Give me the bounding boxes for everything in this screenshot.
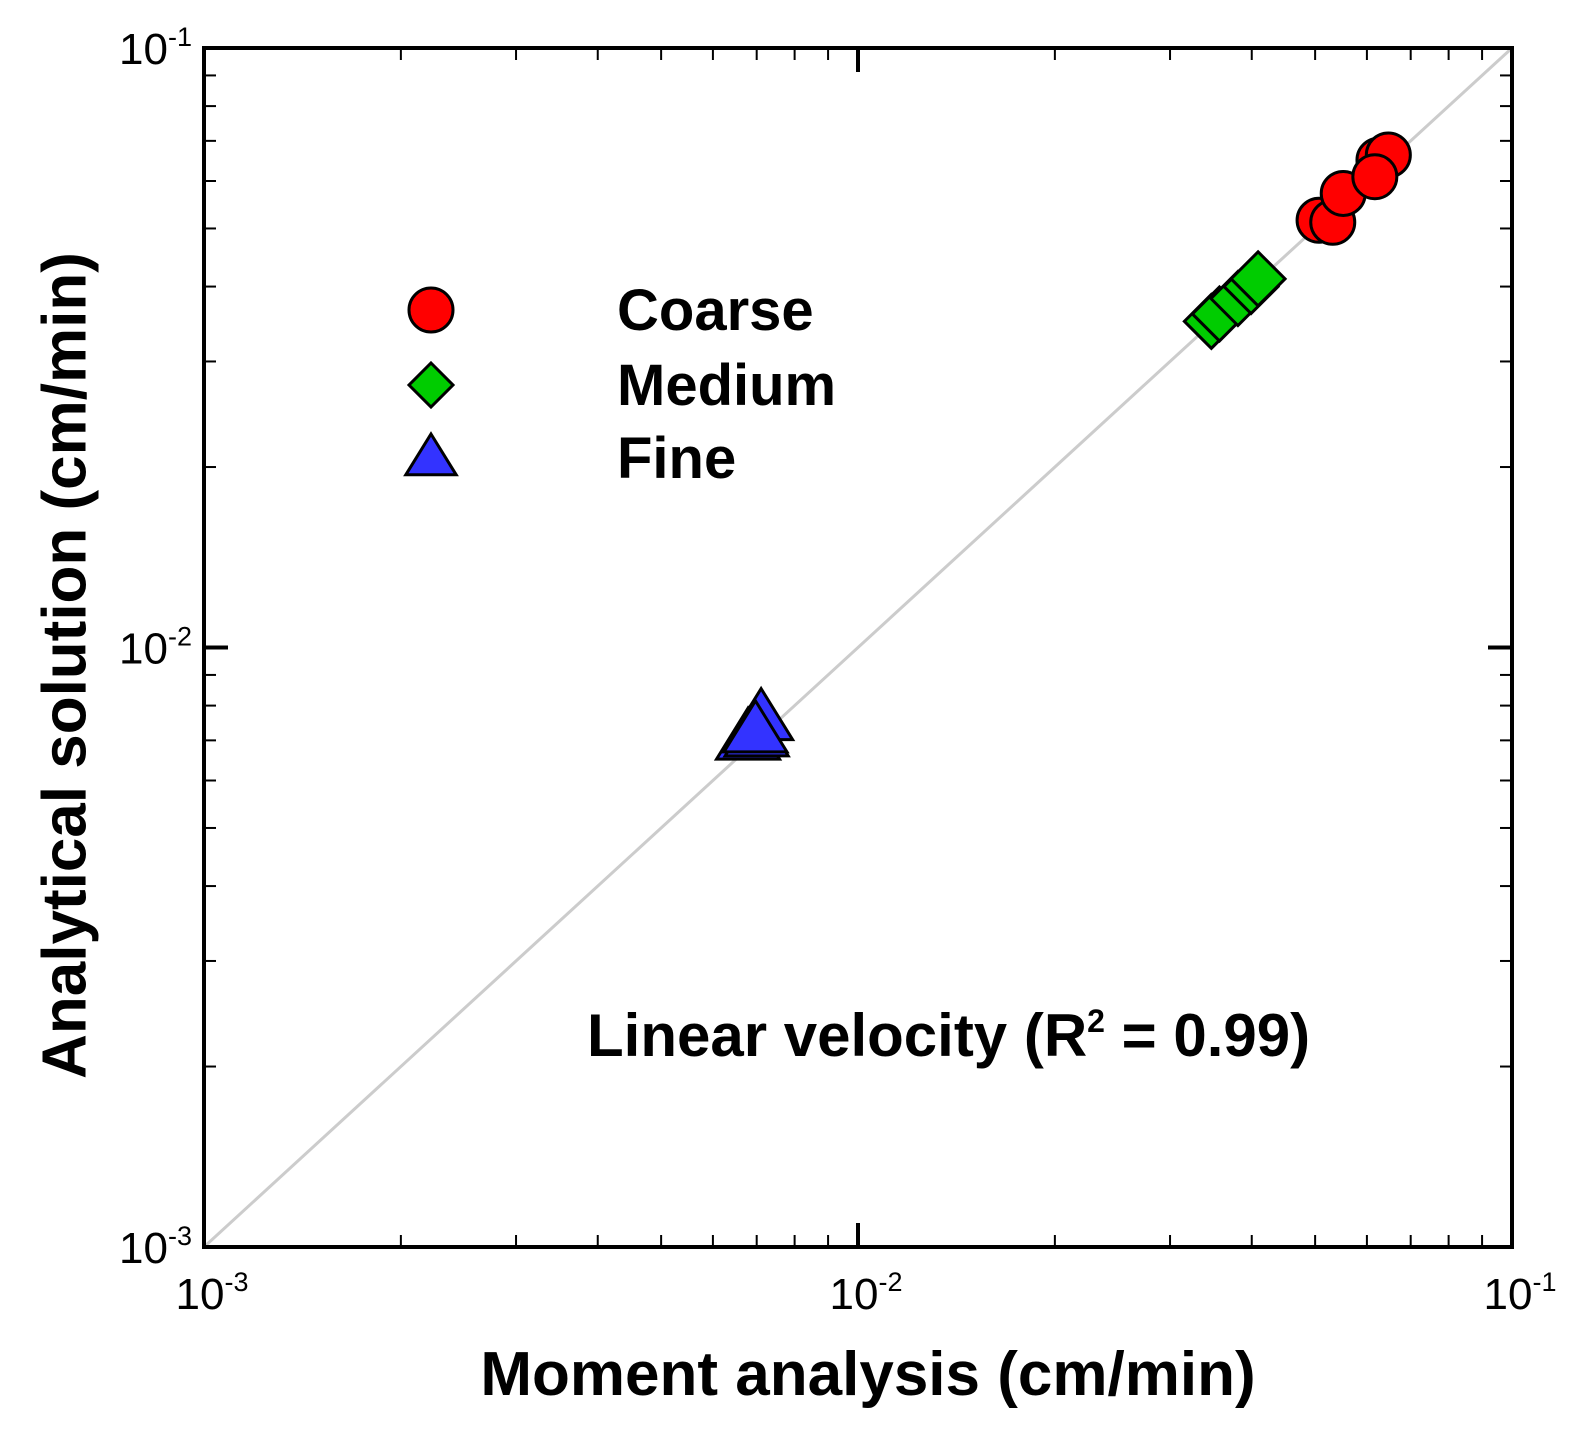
major-ticks	[202, 46, 1514, 1249]
one-to-one-reference-line	[202, 46, 1514, 1249]
x-tick-label: 10-2	[830, 1267, 903, 1319]
tick-labels: 10-3 10-2 10-1 10-3 10-2 10-1	[119, 22, 1556, 1319]
coarse-data-point	[1351, 153, 1399, 201]
legend-fine-marker	[403, 431, 459, 477]
y-tick-label: 10-2	[119, 622, 192, 674]
legend: Coarse Medium Fine	[403, 278, 836, 491]
medium-data-point	[1228, 249, 1288, 308]
data-points	[713, 131, 1412, 761]
fine-data-point	[721, 698, 790, 754]
y-tick-label: 10-3	[119, 1221, 192, 1273]
legend-medium-marker	[406, 360, 456, 410]
legend-medium-label: Medium	[617, 353, 836, 418]
x-tick-label: 10-3	[176, 1267, 249, 1319]
legend-fine-label: Fine	[617, 426, 736, 491]
x-tick-label: 10-1	[1484, 1267, 1557, 1319]
annotation-text: Linear velocity (R	[587, 1002, 1087, 1069]
y-tick-label: 10-1	[119, 22, 192, 74]
annotation-tail: = 0.99)	[1105, 1002, 1310, 1069]
x-axis-title: Moment analysis (cm/min)	[480, 1340, 1255, 1409]
r-squared-annotation: Linear velocity (R2 = 0.99)	[587, 1002, 1310, 1069]
legend-coarse-label: Coarse	[617, 278, 814, 343]
legend-coarse-marker	[407, 286, 455, 334]
annotation-superscript: 2	[1087, 1003, 1105, 1039]
y-axis-title: Analytical solution (cm/min)	[31, 252, 100, 1079]
